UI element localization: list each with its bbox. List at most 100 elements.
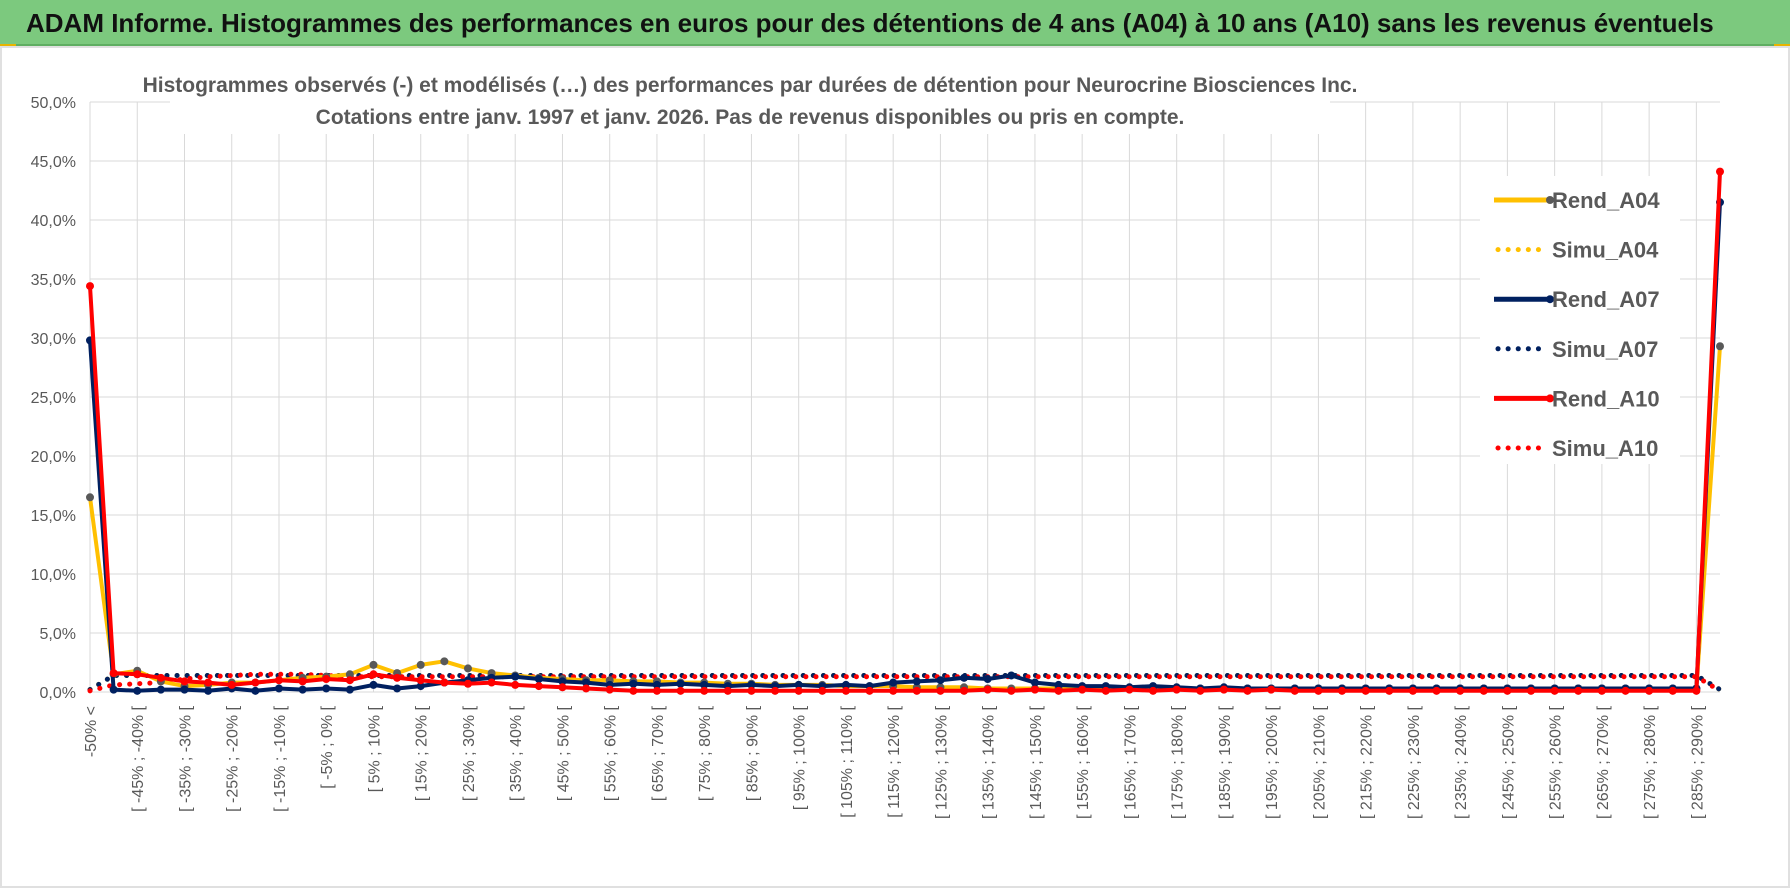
data-point: [1054, 686, 1063, 695]
x-tick-label: [ 195% ; 200% [: [1264, 705, 1281, 819]
data-point: [109, 669, 118, 678]
legend-item: Rend_A04: [1494, 188, 1660, 213]
x-tick-label: [ 265% ; 270% [: [1595, 705, 1612, 819]
legend-label: Simu_A10: [1552, 436, 1658, 461]
data-point: [582, 684, 591, 693]
data-point: [936, 686, 945, 695]
legend: Rend_A04 Simu_A04 Rend_A07 Simu_A07 Rend_A10…: [1480, 176, 1680, 464]
legend-label: Rend_A04: [1552, 188, 1660, 213]
x-tick-label: [ 105% ; 110% [: [839, 705, 856, 817]
x-tick-label: -50% <: [83, 706, 100, 757]
data-point: [393, 673, 402, 682]
x-axis-ticks: -50% < [ -45% ; -40% [[ -35% ; -30% [[ -2…: [83, 705, 1706, 819]
x-tick-label: [ 205% ; 210% [: [1311, 705, 1328, 819]
data-point: [1290, 686, 1299, 695]
chart-title-line-2: Cotations entre janv. 1997 et janv. 2026…: [316, 106, 1185, 129]
data-point: [416, 660, 425, 669]
series-line: [88, 171, 1722, 693]
data-point: [369, 660, 378, 669]
data-point: [109, 685, 118, 694]
series-group: [86, 167, 1724, 695]
x-tick-label: [ -35% ; -30% [: [177, 705, 194, 811]
data-point: [652, 686, 661, 695]
legend-item: Simu_A07: [1495, 337, 1658, 362]
legend-item: Simu_A10: [1495, 436, 1658, 461]
x-tick-label: [ 225% ; 230% [: [1406, 705, 1423, 819]
x-tick-label: [ 125% ; 130% [: [933, 705, 950, 819]
data-point: [345, 670, 354, 679]
data-point: [440, 678, 449, 687]
chart-frame: [0, 46, 1790, 888]
data-point: [1385, 686, 1394, 695]
data-point: [983, 675, 992, 684]
y-tick-label: 35,0%: [31, 272, 76, 289]
data-point: [1314, 686, 1323, 695]
x-tick-label: [ -15% ; -10% [: [272, 705, 289, 811]
data-point: [818, 686, 827, 695]
x-tick-label: [ 5% ; 10% [: [366, 705, 383, 792]
data-point: [345, 676, 354, 685]
data-point: [1267, 685, 1276, 694]
x-tick-label: [ 275% ; 280% [: [1642, 705, 1659, 819]
data-point: [960, 686, 969, 695]
data-point: [463, 679, 472, 688]
data-point: [1030, 685, 1039, 694]
data-point: [1668, 686, 1677, 695]
data-point: [771, 686, 780, 695]
data-point: [558, 683, 567, 692]
series-rend-a10: [86, 167, 1724, 695]
data-point: [534, 682, 543, 691]
data-point: [1716, 167, 1724, 176]
x-tick-label: [ 25% ; 30% [: [461, 705, 478, 801]
data-point: [1645, 686, 1654, 695]
data-point: [960, 673, 969, 682]
data-point: [1716, 342, 1724, 351]
legend-item: Rend_A07: [1494, 287, 1660, 312]
legend-marker: [1546, 394, 1554, 403]
chart-title-background: [170, 66, 1330, 134]
legend-marker: [1546, 196, 1554, 204]
data-point: [487, 678, 496, 687]
data-point: [794, 686, 803, 695]
data-point: [1479, 686, 1488, 695]
data-point: [747, 686, 756, 695]
legend-label: Rend_A10: [1552, 386, 1660, 411]
y-tick-label: 25,0%: [31, 390, 76, 407]
x-tick-label: [ -5% ; 0% [: [319, 705, 336, 788]
data-point: [1007, 671, 1016, 680]
data-point: [274, 684, 283, 693]
data-point: [1243, 686, 1252, 695]
data-point: [1125, 685, 1134, 694]
legend-background: [1480, 176, 1680, 464]
data-point: [1621, 686, 1630, 695]
y-tick-label: 0,0%: [40, 685, 76, 702]
data-point: [251, 686, 260, 695]
x-tick-label: [ 235% ; 240% [: [1453, 705, 1470, 819]
data-point: [204, 686, 213, 695]
x-tick-label: [ 55% ; 60% [: [603, 705, 620, 801]
x-tick-label: [ 35% ; 40% [: [508, 705, 525, 801]
data-point: [227, 680, 236, 689]
data-point: [86, 282, 94, 291]
data-point: [889, 678, 898, 687]
data-point: [1007, 686, 1016, 695]
data-point: [889, 686, 898, 695]
data-point: [133, 686, 142, 695]
x-tick-label: [ 145% ; 150% [: [1028, 705, 1045, 819]
x-tick-label: [ 65% ; 70% [: [650, 705, 667, 801]
chart-title: Histogrammes observés (-) et modélisés (…: [143, 66, 1357, 134]
data-point: [274, 676, 283, 685]
y-tick-label: 45,0%: [31, 154, 76, 171]
x-tick-label: [ 115% ; 120% [: [886, 705, 903, 817]
data-point: [511, 680, 520, 689]
x-tick-label: [ 185% ; 190% [: [1217, 705, 1234, 819]
series-rend-a07: [86, 198, 1724, 695]
data-point: [511, 672, 520, 681]
data-point: [912, 677, 921, 686]
x-tick-label: [ 255% ; 260% [: [1548, 705, 1565, 819]
y-tick-label: 50,0%: [31, 95, 76, 112]
legend-marker: [1546, 295, 1554, 304]
legend-label: Simu_A04: [1552, 238, 1659, 263]
x-tick-label: [ -45% ; -40% [: [130, 705, 147, 811]
